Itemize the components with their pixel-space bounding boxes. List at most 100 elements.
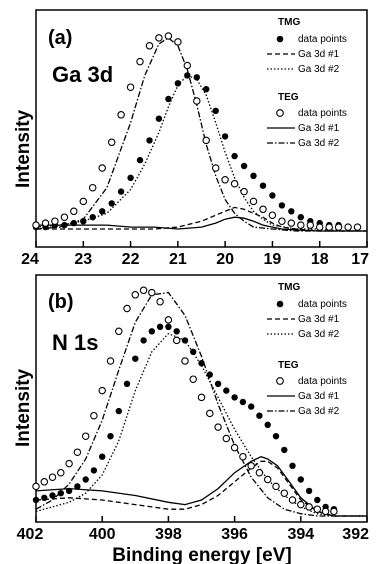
data-point: [60, 213, 69, 221]
data-point: [321, 507, 330, 516]
series-line-dashed: [35, 460, 367, 517]
data-point: [183, 61, 192, 70]
legend-label: Ga 3d #1: [298, 123, 340, 134]
data-point: [155, 34, 163, 42]
data-point: [190, 348, 197, 355]
data-point: [126, 83, 135, 91]
data-point: [99, 453, 106, 460]
data-point: [231, 394, 238, 401]
x-tick-label: 394: [287, 526, 314, 543]
data-point: [40, 478, 49, 486]
x-axis-label: Binding energy [eV]: [112, 545, 291, 564]
data-point: [281, 446, 288, 454]
data-point: [165, 323, 172, 330]
data-point: [32, 482, 40, 491]
data-point: [223, 387, 230, 394]
panel-label: (b): [48, 291, 74, 313]
series-line-dash-dot: [35, 291, 367, 517]
data-point: [165, 95, 172, 103]
data-point: [249, 197, 258, 206]
data-point: [239, 452, 247, 461]
data-point: [189, 375, 197, 383]
legend-marker-filled: [276, 35, 284, 43]
data-point: [230, 443, 239, 452]
data-point: [156, 323, 164, 330]
data-point: [315, 223, 324, 231]
x-tick-label: 17: [351, 251, 369, 268]
data-point: [197, 393, 206, 402]
legend-marker-filled: [276, 300, 284, 308]
data-point: [148, 288, 156, 297]
data-point: [263, 475, 272, 484]
data-point: [193, 74, 200, 81]
legend-label: Ga 3d #1: [298, 314, 340, 325]
data-point: [334, 223, 343, 231]
data-point: [268, 211, 277, 219]
data-point: [248, 403, 255, 410]
data-point: [155, 115, 163, 122]
data-point: [289, 462, 296, 469]
data-point: [145, 42, 154, 50]
data-point: [231, 152, 238, 160]
legend-label: Ga 3d #2: [298, 64, 340, 75]
data-point: [278, 217, 286, 225]
data-point: [127, 174, 134, 181]
legend-label: data points: [298, 376, 347, 387]
series-line-solid: [36, 216, 367, 232]
data-point: [297, 221, 305, 229]
data-point: [330, 507, 338, 516]
data-point: [250, 172, 257, 179]
data-point: [172, 336, 181, 345]
data-point: [90, 411, 98, 420]
data-point: [287, 219, 296, 227]
data-point: [164, 32, 173, 40]
data-point: [32, 221, 40, 229]
data-point: [221, 133, 229, 140]
data-point: [221, 176, 229, 184]
y-axis-label: Intensity: [13, 368, 34, 447]
data-point: [259, 205, 267, 214]
legend-label: Ga 3d #1: [298, 49, 340, 60]
data-point: [49, 492, 56, 499]
data-point: [98, 164, 106, 172]
series-line-dotted: [35, 74, 367, 232]
data-point: [32, 496, 40, 504]
legend-label: data points: [298, 299, 347, 310]
data-point: [305, 503, 313, 511]
data-point: [73, 448, 82, 456]
x-tick-label: 21: [169, 251, 187, 268]
legend-label: data points: [298, 108, 347, 119]
data-point: [214, 423, 222, 431]
legend-group-teg: TEG: [278, 360, 299, 371]
data-point: [51, 217, 59, 225]
x-tick-label: 23: [74, 251, 92, 268]
data-point: [117, 188, 125, 195]
data-point: [297, 500, 305, 509]
data-point: [214, 380, 222, 387]
data-point: [325, 223, 333, 231]
data-point: [239, 398, 247, 406]
data-point: [198, 360, 205, 367]
data-point: [222, 434, 231, 443]
core-level-label: Ga 3d: [52, 62, 113, 87]
legend-marker-open: [276, 109, 284, 117]
data-point: [80, 218, 87, 225]
data-point: [264, 421, 271, 428]
data-point: [212, 107, 219, 115]
data-point: [107, 138, 116, 147]
data-point: [280, 489, 289, 497]
data-point: [140, 337, 147, 344]
data-point: [123, 304, 131, 313]
x-tick-label: 398: [155, 526, 182, 543]
data-point: [184, 72, 191, 79]
panel-b: (b) N 1s Intensity Binding energy [eV] T…: [13, 274, 369, 564]
data-point: [57, 468, 65, 477]
y-axis-label: Intensity: [13, 109, 34, 188]
x-tick-label: 396: [221, 526, 248, 543]
data-point: [99, 208, 106, 215]
x-tick-label: 19: [264, 251, 282, 268]
x-tick-label: 402: [17, 526, 44, 543]
data-point: [136, 57, 144, 66]
data-point: [41, 494, 48, 501]
data-point: [89, 214, 96, 221]
